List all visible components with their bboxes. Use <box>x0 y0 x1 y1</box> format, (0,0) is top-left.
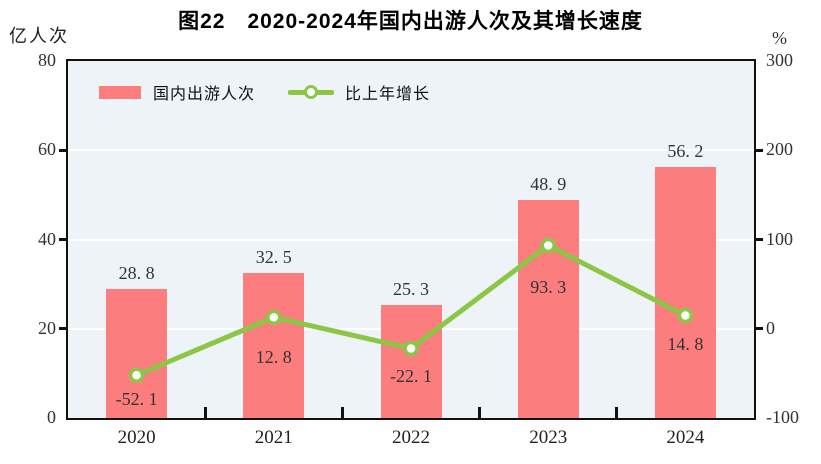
bar-value-label: 28. 8 <box>118 263 155 284</box>
legend-item-growth: 比上年增长 <box>288 80 430 104</box>
left-axis-tick-label: 0 <box>47 407 56 427</box>
line-marker-icon <box>540 237 556 254</box>
left-axis-tick-label: 20 <box>38 317 56 338</box>
right-axis-tick-mark <box>756 327 763 331</box>
x-axis-label: 2020 <box>117 427 156 448</box>
growth-line-layer <box>128 237 694 383</box>
growth-value-label: 93. 3 <box>530 277 567 298</box>
bar-value-label: 48. 9 <box>530 173 567 194</box>
x-axis-tick-mark <box>615 407 619 418</box>
gridline <box>68 149 754 152</box>
left-axis-tick-label: 40 <box>38 228 56 249</box>
x-axis-label: 2022 <box>391 427 430 448</box>
line-marker-icon <box>677 307 694 324</box>
left-axis-tick-label: 60 <box>38 139 56 160</box>
point-label-layer: -52. 1 12. 8 -22. 1 93. 3 14. 8 <box>68 61 754 418</box>
x-axis-label: 2024 <box>666 427 705 448</box>
line-marker-icon <box>128 367 145 383</box>
right-axis-tick-label: -100 <box>766 407 799 427</box>
legend-item-trips: 国内出游人次 <box>99 80 255 104</box>
x-axis-label: 2021 <box>254 427 293 448</box>
legend-bar-swatch <box>99 85 141 99</box>
left-axis-tick-mark <box>59 327 66 331</box>
bar-value-label: 25. 3 <box>393 279 429 300</box>
right-axis-tick-label: 300 <box>766 50 793 70</box>
right-axis-tick-mark <box>756 238 763 241</box>
legend-line-sample <box>288 84 335 99</box>
bar-layer: 28. 8 32. 5 25. 3 48. 9 56. 2 <box>68 61 754 418</box>
line-marker-icon <box>266 309 282 326</box>
bar <box>243 272 305 418</box>
bar-value-label: 56. 2 <box>667 141 704 162</box>
bar <box>106 289 168 418</box>
legend: 国内出游人次 比上年增长 <box>99 78 430 106</box>
x-axis-label: 2023 <box>529 427 568 448</box>
growth-value-label: -52. 1 <box>115 389 158 410</box>
legend-line-marker-icon <box>304 84 319 99</box>
bar <box>380 305 442 418</box>
line-marker-icon <box>403 340 419 357</box>
left-axis-tick-mark <box>59 148 66 152</box>
right-axis-tick-label: 0 <box>766 317 775 338</box>
legend-line-label: 比上年增长 <box>345 86 431 103</box>
x-axis-tick-mark <box>340 407 344 418</box>
x-axis-tick-mark <box>203 407 207 418</box>
right-axis-tick-label: 100 <box>766 228 793 249</box>
right-axis-tick-label: 200 <box>766 139 793 160</box>
chart-title: 图22 2020-2024年国内出游人次及其增长速度 <box>178 10 643 33</box>
left-axis-tick-label: 80 <box>38 50 56 70</box>
gridline <box>68 238 754 241</box>
bar <box>654 167 716 418</box>
left-axis-tick-mark <box>59 238 66 241</box>
left-axis-unit: 亿人次 <box>9 26 69 46</box>
legend-bar-label: 国内出游人次 <box>153 86 256 103</box>
growth-value-label: 12. 8 <box>255 347 292 368</box>
bar <box>517 199 579 418</box>
plot-area: 28. 8 32. 5 25. 3 48. 9 56. 2 -52. 1 12. 8 -22… <box>66 59 756 420</box>
growth-value-label: 14. 8 <box>667 333 704 354</box>
right-axis-unit: % <box>772 28 787 48</box>
bar-value-label: 32. 5 <box>255 246 292 267</box>
right-axis-tick-mark <box>756 148 763 152</box>
growth-value-label: -22. 1 <box>390 366 432 387</box>
x-axis-tick-mark <box>478 407 482 418</box>
